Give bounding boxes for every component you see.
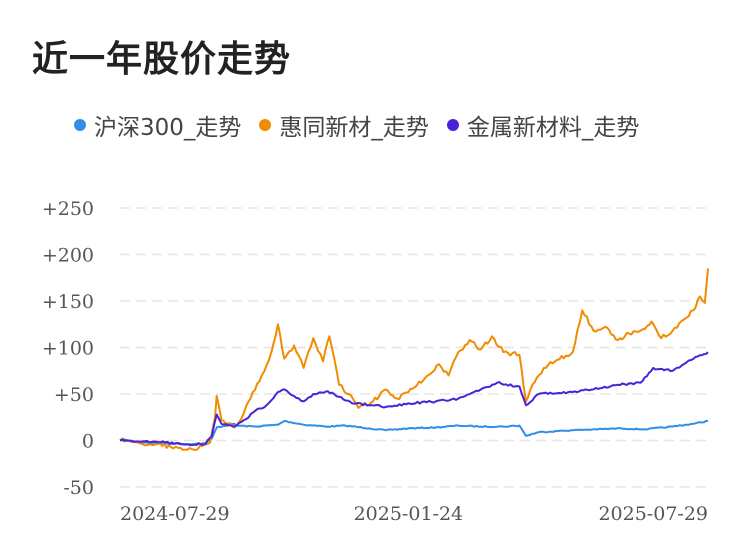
legend-item-huitong[interactable]: 惠同新材_走势 <box>259 108 429 142</box>
y-tick-label: 0 <box>82 431 94 453</box>
y-tick-label: +250 <box>42 198 94 220</box>
series-line-csi300 <box>119 420 708 446</box>
y-tick-label: +150 <box>42 291 94 313</box>
y-tick-label: -50 <box>63 477 94 499</box>
legend-label-csi300: 沪深300_走势 <box>94 115 242 141</box>
legend-label-metals: 金属新材料_走势 <box>466 115 640 141</box>
legend-label-huitong: 惠同新材_走势 <box>279 115 429 141</box>
chart-legend: 沪深300_走势 惠同新材_走势 金属新材料_走势 <box>74 108 657 142</box>
legend-item-metals[interactable]: 金属新材料_走势 <box>446 108 640 142</box>
legend-marker-csi300 <box>74 119 86 131</box>
x-tick-label: 2025-07-29 <box>598 503 708 525</box>
x-tick-label: 2024-07-29 <box>120 503 230 525</box>
y-tick-label: +200 <box>42 245 94 267</box>
series-line-metals <box>119 351 709 447</box>
y-tick-label: +100 <box>42 338 94 360</box>
series-line-huitong <box>119 268 709 451</box>
legend-item-csi300[interactable]: 沪深300_走势 <box>74 108 241 142</box>
legend-marker-metals <box>446 119 459 131</box>
page-title: 近一年股价走势 <box>32 39 292 80</box>
x-tick-label: 2025-01-24 <box>354 503 464 525</box>
y-tick-label: +50 <box>54 384 94 406</box>
legend-marker-huitong <box>259 119 272 131</box>
